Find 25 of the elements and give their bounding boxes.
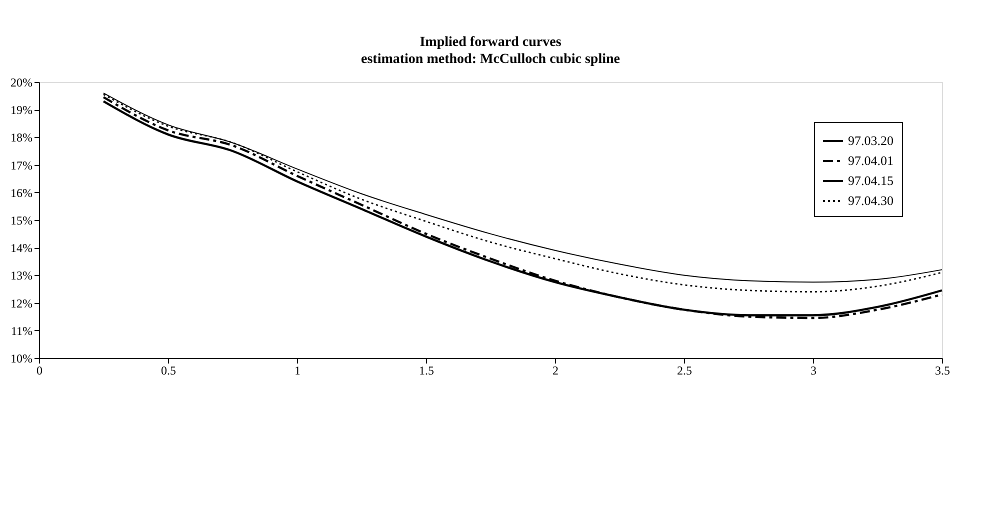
y-tick-label: 11%: [10, 324, 32, 338]
chart-subtitle: estimation method: McCulloch cubic spline: [361, 52, 620, 67]
x-tick-label: 0.5: [161, 364, 176, 378]
legend-label: 97.04.01: [848, 153, 894, 168]
chart-title: Implied forward curves: [420, 35, 562, 50]
x-tick-label: 1: [294, 364, 300, 378]
y-tick-label: 16%: [10, 186, 32, 200]
y-tick-label: 18%: [10, 130, 32, 145]
y-tick-label: 12%: [10, 296, 32, 310]
legend-label: 97.03.20: [848, 133, 894, 148]
y-tick-label: 17%: [10, 158, 32, 172]
y-tick-label: 19%: [10, 103, 32, 118]
x-tick-label: 2: [552, 364, 558, 378]
y-tick-label: 13%: [10, 268, 32, 283]
y-tick-label: 10%: [10, 352, 32, 366]
x-tick-label: 3.5: [935, 364, 950, 378]
legend-label: 97.04.15: [848, 173, 894, 188]
x-tick-label: 1.5: [419, 364, 434, 378]
x-tick-label: 2.5: [677, 364, 692, 378]
y-tick-label: 14%: [10, 241, 32, 256]
y-tick-label: 20%: [10, 76, 32, 90]
y-tick-label: 15%: [10, 214, 32, 228]
x-tick-label: 0: [36, 364, 42, 378]
legend-label: 97.04.30: [848, 193, 894, 208]
x-tick-label: 3: [810, 364, 816, 378]
